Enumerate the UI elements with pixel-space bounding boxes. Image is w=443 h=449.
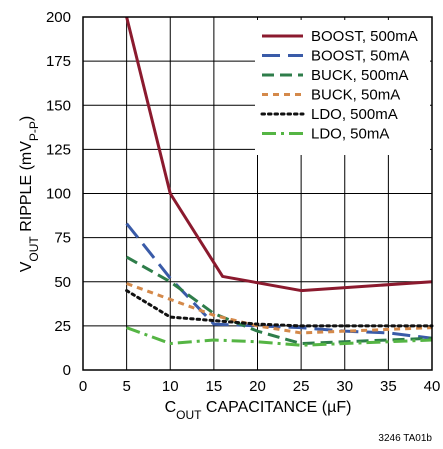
series-line-3 (126, 282, 433, 335)
legend-label-1: BOOST, 50mA (311, 48, 409, 65)
legend-label-4: LDO, 500mA (311, 106, 398, 123)
x-tick-label: 20 (249, 378, 266, 395)
x-tick-label: 15 (206, 378, 223, 395)
series-line-0 (125, 16, 433, 293)
y-tick-label: 100 (46, 186, 71, 203)
series-line-2 (125, 255, 433, 346)
footnote: 3246 TA01b (378, 433, 432, 444)
series-line-1 (125, 222, 433, 340)
x-tick-label: 10 (162, 378, 179, 395)
legend-label-0: BOOST, 500mA (311, 28, 418, 45)
tick-labels: 0 5 10 15 20 25 30 35 40 0 25 50 75 100 125 150 175 200 (46, 9, 440, 395)
plot-frame (82, 16, 433, 371)
x-tick-label: 35 (380, 378, 397, 395)
y-tick-label: 0 (63, 362, 71, 379)
x-tick-label: 0 (79, 378, 87, 395)
legend-label-5: LDO, 50mA (311, 126, 389, 143)
series-line-4 (125, 289, 434, 328)
legend: BOOST, 500mA BOOST, 50mA BUCK, 500mA BUCK, … (255, 20, 430, 155)
y-tick-label: 175 (46, 53, 71, 70)
y-tick-label: 125 (46, 141, 71, 158)
legend-background (255, 20, 430, 155)
legend-label-2: BUCK, 500mA (311, 67, 409, 84)
y-tick-label: 150 (46, 97, 71, 114)
x-tick-label: 25 (293, 378, 310, 395)
x-tick-label: 5 (122, 378, 130, 395)
series-group (125, 16, 434, 347)
y-tick-label: 75 (54, 230, 71, 247)
x-tick-label: 30 (336, 378, 353, 395)
x-axis-label: COUT CAPACITANCE (µF) (165, 399, 352, 422)
legend-label-3: BUCK, 50mA (311, 87, 400, 104)
series-line-5 (126, 326, 433, 347)
x-tick-label: 40 (424, 378, 441, 395)
y-tick-label: 50 (54, 274, 71, 291)
y-tick-label: 200 (46, 9, 71, 26)
y-tick-label: 25 (54, 318, 71, 335)
y-axis-label: VOUT RIPPLE (mVP-P) (18, 116, 41, 273)
